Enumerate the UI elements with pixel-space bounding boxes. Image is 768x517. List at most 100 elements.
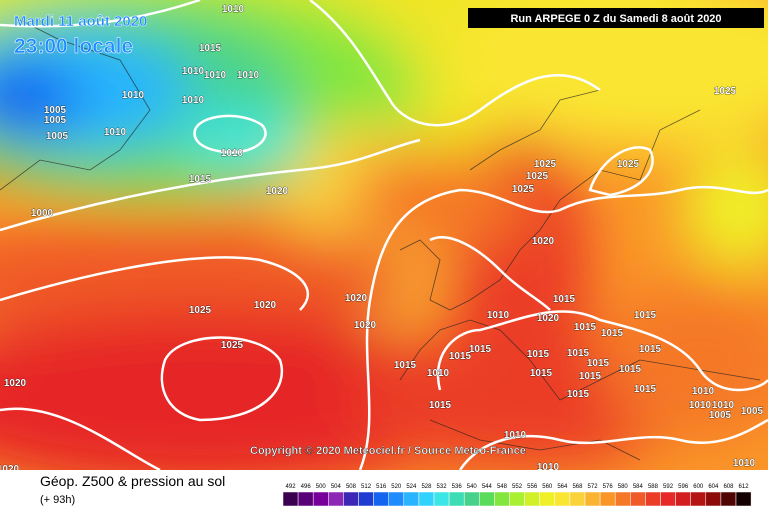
isobar-label: 1015 <box>199 43 222 54</box>
scale-label: 592 <box>663 484 674 490</box>
isobar-label: 1010 <box>504 430 527 441</box>
scale-label: 584 <box>633 484 644 490</box>
isobar-label: 1020 <box>345 293 368 304</box>
isobar-label: 1025 <box>221 340 244 351</box>
isobar-label: 1015 <box>587 358 610 369</box>
isobar-label: 1015 <box>619 364 642 375</box>
scale-label: 504 <box>331 484 342 490</box>
run-label: Run ARPEGE 0 Z du Samedi 8 août 2020 <box>510 13 721 25</box>
isobar-label: 1010 <box>182 66 205 77</box>
scale-label: 524 <box>406 484 417 490</box>
isobar-label: 1020 <box>266 186 289 197</box>
scale-swatch <box>479 491 495 507</box>
scale-label: 608 <box>723 484 734 490</box>
isobar-label: 1020 <box>537 313 560 324</box>
scale-label: 588 <box>648 484 659 490</box>
scale-swatch <box>433 491 450 507</box>
isobar-label: 1010 <box>237 70 260 81</box>
isobar-label: 1020 <box>532 236 555 247</box>
isobar-label: 1015 <box>579 371 602 382</box>
isobar-label: 1015 <box>449 351 472 362</box>
isobar-label: 1010 <box>182 95 205 106</box>
scale-label: 596 <box>678 484 689 490</box>
isobar-label: 1010 <box>692 386 715 397</box>
footer-lead: (+ 93h) <box>40 494 75 506</box>
isobar-label: 1010 <box>427 368 450 379</box>
scale-label: 500 <box>316 484 327 490</box>
isobar-label: 1010 <box>689 400 712 411</box>
isobar-label: 1010 <box>122 90 145 101</box>
isobar-label: 1025 <box>534 159 557 170</box>
isobar-label: 1015 <box>574 322 597 333</box>
scale-swatch <box>599 491 616 507</box>
scale-label: 532 <box>437 484 448 490</box>
scale-swatch <box>494 491 510 507</box>
scale-label: 540 <box>467 484 478 490</box>
scale-swatch <box>524 491 540 507</box>
isobar-label: 1010 <box>104 127 127 138</box>
scale-label: 564 <box>557 484 568 490</box>
isobar-label: 1015 <box>530 368 553 379</box>
scale-label: 528 <box>421 484 432 490</box>
scale-swatch <box>705 491 722 507</box>
scale-swatch <box>645 491 661 507</box>
footer-title: Géop. Z500 & pression au sol <box>40 473 225 489</box>
coastlines <box>0 19 761 461</box>
scale-swatch <box>569 491 586 507</box>
scale-swatch <box>297 491 314 507</box>
scale-swatch <box>312 491 329 507</box>
scale-label: 560 <box>542 484 553 490</box>
isobar-label: 1015 <box>189 174 212 185</box>
scale-label: 604 <box>708 484 719 490</box>
isobar-label: 1015 <box>567 389 590 400</box>
isobar-label: 1015 <box>567 348 590 359</box>
isobar-label: 1015 <box>634 384 657 395</box>
isobar-label: 1025 <box>189 305 212 316</box>
scale-swatch <box>675 491 691 507</box>
scale-label: 516 <box>376 484 387 490</box>
scale-swatch <box>403 491 420 507</box>
scale-swatch <box>463 491 480 507</box>
isobar-label: 1005 <box>44 115 67 126</box>
isobar-label: 1015 <box>553 294 576 305</box>
isobar-label: 1005 <box>46 131 69 142</box>
isobar-label: 1015 <box>429 400 452 411</box>
color-scale: 492 496 500 504 508 512 516 520 524 528 532 536 540 5… <box>282 484 752 507</box>
copyright: Copyright © 2020 Meteociel.fr / Source M… <box>250 445 526 457</box>
scale-swatch <box>539 491 556 507</box>
isobar-label: 1010 <box>733 458 756 469</box>
isobar-label: 1020 <box>354 320 377 331</box>
isobar-label: 1010 <box>222 4 245 15</box>
scale-label: 568 <box>572 484 583 490</box>
scale-label: 544 <box>482 484 493 490</box>
scale-swatch <box>614 491 631 507</box>
scale-swatch <box>448 491 465 507</box>
scale-swatch <box>282 491 299 507</box>
scale-swatch <box>630 491 646 507</box>
run-banner <box>468 8 764 28</box>
scale-swatch <box>735 491 752 507</box>
scale-swatch <box>328 491 344 507</box>
isobar-label: 1025 <box>617 159 640 170</box>
scale-label: 536 <box>452 484 463 490</box>
scale-label: 600 <box>693 484 704 490</box>
isobar-label: 1025 <box>512 184 535 195</box>
scale-swatch <box>373 491 389 507</box>
scale-swatch <box>509 491 525 507</box>
scale-label: 548 <box>497 484 508 490</box>
scale-label: 580 <box>618 484 629 490</box>
isobar-label: 1025 <box>526 171 549 182</box>
scale-label: 572 <box>588 484 599 490</box>
scale-label: 512 <box>361 484 372 490</box>
isobar-label: 1005 <box>741 406 764 417</box>
isobar-label: 1015 <box>601 328 624 339</box>
scale-label: 508 <box>346 484 357 490</box>
scale-label: 556 <box>527 484 538 490</box>
scale-swatch <box>584 491 601 507</box>
isobars <box>0 0 768 470</box>
scale-label: 552 <box>512 484 523 490</box>
isobar-label: 1010 <box>537 462 560 473</box>
isobar-label: 1005 <box>709 410 732 421</box>
